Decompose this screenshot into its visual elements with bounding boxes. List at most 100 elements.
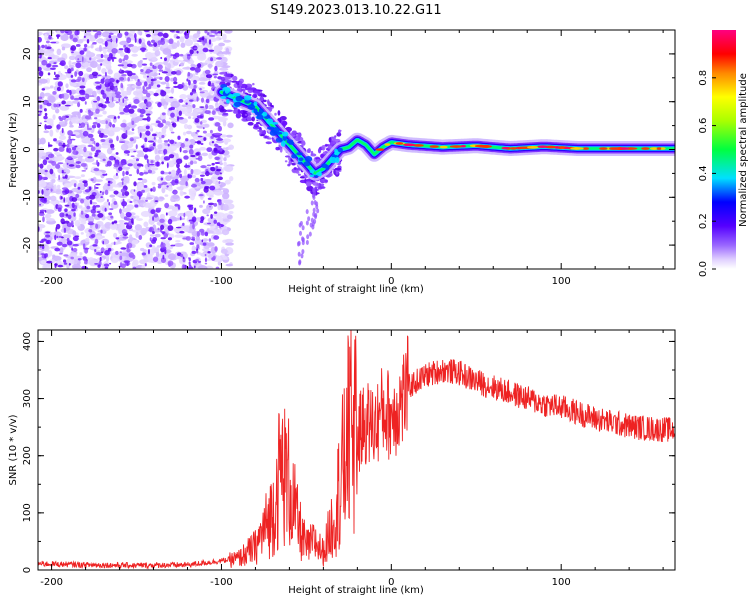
spectral-blob (152, 186, 156, 192)
spectral-blob (214, 65, 218, 72)
spectral-blob (113, 184, 119, 188)
spectral-blob (99, 190, 102, 194)
spectral-blob (190, 160, 194, 165)
spectral-blob (157, 185, 162, 189)
spectral-blob (181, 227, 187, 230)
spectral-blob (124, 191, 130, 197)
spectral-blob (118, 105, 124, 113)
spectral-blob (43, 197, 47, 202)
spectral-blob (79, 85, 86, 89)
spectral-blob (118, 58, 123, 64)
spectral-blob (66, 240, 73, 246)
spectral-blob (136, 153, 142, 158)
spectral-blob (101, 238, 110, 245)
snr-y-ticks: 0 100 200 300 400 (22, 332, 675, 573)
spectral-blob (246, 115, 252, 122)
spectral-blob (96, 159, 99, 166)
spectral-blob (100, 251, 104, 254)
spectral-blob (156, 245, 162, 248)
spectral-blob (152, 256, 159, 263)
spectral-blob (146, 76, 154, 84)
spectral-blob (89, 152, 93, 156)
spectral-blob (57, 232, 62, 236)
spectral-blob (81, 77, 85, 83)
spectral-blob (224, 88, 230, 94)
spectral-blob (61, 236, 64, 239)
spectral-blob (197, 265, 208, 269)
spectral-blob (222, 203, 229, 212)
snr-x-ticks: -200 -100 0 100 (40, 330, 664, 588)
spectral-blob (113, 190, 119, 195)
spectral-blob (81, 139, 89, 143)
spectral-blob (41, 44, 46, 49)
spectral-blob (195, 235, 200, 241)
spectral-blob (85, 52, 96, 58)
spectral-blob (87, 133, 94, 138)
spectral-blob (66, 162, 69, 166)
spectral-blob (145, 68, 151, 74)
spectral-blob (76, 30, 80, 36)
spectral-blob (141, 229, 146, 236)
spectral-blob (146, 40, 151, 46)
spectral-blob (45, 118, 54, 125)
spectral-blob (149, 237, 152, 242)
spectral-blob (224, 179, 231, 185)
spectral-blob (201, 152, 209, 157)
spectrogram-y-axis-label: Frequency (Hz) (8, 112, 19, 188)
spectral-blob (46, 260, 53, 264)
spectral-blob (85, 93, 90, 100)
spectral-blob (161, 134, 165, 139)
spectral-blob (153, 92, 159, 97)
spectral-blob (335, 167, 342, 171)
spectral-blob (55, 34, 61, 38)
spectral-blob (144, 263, 147, 267)
spectral-blob (175, 169, 182, 174)
spectral-blob (218, 53, 225, 58)
spectral-blob (154, 233, 161, 238)
spectral-blob (196, 231, 200, 237)
spectral-blob (176, 36, 180, 39)
spectral-blob (43, 108, 47, 112)
spectral-blob (164, 125, 168, 129)
spectral-blob (195, 258, 200, 262)
spectral-blob (297, 251, 301, 257)
colorbar-tick-label: 0.6 (698, 118, 709, 134)
spectral-blob (146, 102, 149, 107)
spectral-blob (125, 211, 132, 218)
spectral-blob (121, 73, 127, 77)
spectral-blob (83, 146, 87, 153)
spectral-blob (77, 76, 82, 82)
spectral-blob (501, 146, 509, 150)
spectral-blob (124, 260, 131, 264)
spectral-blob (52, 91, 57, 95)
spectral-blob (207, 251, 211, 254)
spectral-blob (75, 161, 81, 164)
spectral-blob (38, 44, 41, 51)
spectral-blob (155, 251, 160, 258)
spectral-blob (67, 210, 73, 216)
spectral-blob (211, 140, 215, 144)
spectral-blob (41, 88, 46, 91)
spectral-blob (79, 122, 81, 127)
spectral-blob (384, 143, 391, 146)
spectral-blob (39, 209, 46, 212)
y-tick-label: 0 (22, 567, 33, 573)
spectral-blob (334, 148, 338, 154)
spectral-blob (145, 86, 150, 90)
spectral-blob (221, 71, 227, 75)
spectral-blob (221, 33, 227, 41)
spectral-blob (311, 221, 315, 227)
spectral-blob (121, 61, 129, 69)
spectral-blob (199, 121, 203, 125)
spectral-blob (157, 143, 163, 150)
spectral-blob (220, 65, 231, 69)
spectral-blob (186, 54, 193, 56)
spectral-blob (193, 79, 197, 85)
spectral-blob (118, 48, 124, 51)
spectral-blob (70, 95, 75, 100)
spectral-blob (190, 76, 200, 83)
spectral-blob (129, 137, 134, 142)
spectral-blob (67, 138, 73, 145)
spectral-blob (61, 100, 66, 105)
spectral-blob (146, 132, 150, 136)
